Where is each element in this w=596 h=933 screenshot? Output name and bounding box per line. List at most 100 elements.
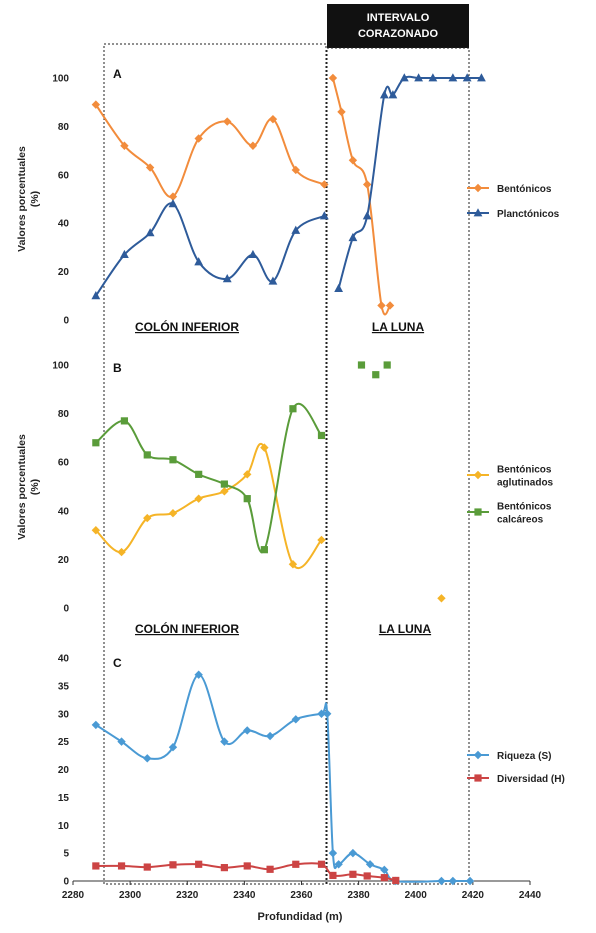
data-point-diversidad-h [363,872,371,880]
svg-text:(%): (%) [29,479,41,495]
y-tick-label-b: 60 [58,458,70,469]
panel-letter-a: A [113,67,122,81]
data-point-bentonicos-calcareos [169,456,177,464]
panel-letter-c: C [113,656,122,670]
y-tick-label-a: 60 [58,170,70,181]
data-point-riqueza-s [465,876,475,886]
data-point-bentonicos-calcareos [383,361,391,369]
data-point-riqueza-s [168,743,178,752]
legend-marker-riqueza-s [473,750,483,760]
y-tick-label-a: 0 [63,316,69,327]
data-point-planctonicos [379,90,389,99]
data-point-diversidad-h [349,870,357,878]
x-tick-label: 2360 [290,890,313,901]
data-point-diversidad-h [243,862,251,870]
svg-text:Valores porcentuales: Valores porcentuales [16,146,28,252]
legend-label-diversidad-h: Diversidad (H) [497,774,565,785]
data-point-riqueza-s [380,865,389,875]
data-point-bentonicos-calcareos [120,417,129,425]
x-tick-label: 2380 [348,890,371,901]
data-point-bentonicos-aglutinados [243,470,252,479]
data-point-bentonicos [337,107,346,117]
x-tick-label: 2420 [462,890,485,901]
y-tick-label-b: 100 [52,361,69,372]
data-point-bentonicos [291,165,300,175]
data-point-bentonicos [248,141,258,150]
data-point-planctonicos [291,225,301,234]
y-tick-label-c: 20 [58,765,70,776]
y-axis-title-b: Valores porcentuales (%) [16,434,41,540]
y-tick-label-c: 30 [58,709,70,720]
y-tick-label-b: 0 [63,604,69,615]
legend-label-riqueza-s: Riqueza (S) [497,751,551,762]
data-point-diversidad-h [317,860,326,868]
y-tick-label-c: 15 [58,793,70,804]
data-point-riqueza-s [437,876,446,886]
data-point-bentonicos [268,114,278,124]
data-point-planctonicos [388,90,398,99]
data-point-riqueza-s [91,720,101,730]
data-point-planctonicos [120,249,129,259]
data-point-planctonicos [399,73,409,82]
y-tick-label-b: 40 [58,506,70,517]
x-tick-label: 2340 [233,890,256,901]
panel-c: 0 5 10 15 20 25 30 35 40 [58,654,475,888]
data-point-planctonicos [248,249,258,259]
series-line-bentonicos [95,104,325,199]
colon-interval-box [103,43,327,885]
y-tick-label-c: 40 [58,654,70,665]
data-point-bentonicos-calcareos [260,546,268,554]
y-tick-label-b: 20 [58,555,70,566]
data-point-planctonicos [362,211,372,220]
panel-letter-b: B [113,361,122,375]
legend-label-bentonicos: Bentónicos [497,184,552,195]
data-point-bentonicos-aglutinados [260,443,269,452]
data-point-planctonicos [222,274,232,283]
header-box [327,4,469,48]
y-tick-label-c: 0 [63,877,69,888]
data-point-planctonicos [334,283,344,292]
data-point-riqueza-s [365,860,375,869]
data-point-bentonicos-aglutinados [220,487,229,496]
luna-interval-box [326,47,470,885]
series-line-planctonicos [95,202,325,297]
y-tick-label-c: 5 [63,849,69,860]
data-point-bentonicos-aglutinados [317,535,326,545]
data-point-bentonicos-calcareos [357,361,366,369]
legend-label-bentonicos-aglutinados: Bentónicos [497,465,552,476]
data-point-bentonicos [377,301,386,310]
data-point-riqueza-s [220,737,229,746]
data-point-riqueza-s [243,726,252,735]
y-tick-label-c: 10 [58,821,70,832]
data-point-bentonicos [348,156,358,165]
y-tick-label-a: 20 [58,267,70,278]
y-tick-label-a: 80 [58,122,70,133]
y-tick-label-a: 100 [52,74,69,85]
legend-label-bentonicos-calcareos: calcáreos [497,515,544,526]
legend-marker-planctonicos [473,208,483,217]
data-point-bentonicos [385,301,395,310]
data-point-planctonicos [319,211,329,220]
data-point-diversidad-h [266,865,274,873]
x-tick-label: 2400 [405,890,428,901]
data-point-bentonicos [223,117,232,126]
legend-marker-bentonicos [473,183,483,193]
legend-label-planctonicos: Planctónicos [497,209,560,220]
data-point-riqueza-s [117,737,126,746]
data-point-planctonicos [477,73,486,82]
x-tick-label: 2320 [176,890,199,901]
x-tick-label: 2440 [519,890,542,901]
y-tick-label-a: 40 [58,219,70,230]
panel-a: 0 20 40 60 80 100 [52,73,486,327]
y-tick-label-b: 80 [58,409,70,420]
data-point-bentonicos-calcareos [195,470,203,478]
data-point-bentonicos [120,141,129,150]
data-point-bentonicos-calcareos [92,439,100,447]
data-point-planctonicos [194,257,204,266]
data-point-bentonicos-aglutinados [117,547,126,557]
data-point-planctonicos [414,73,424,82]
data-point-riqueza-s [194,670,203,679]
panel-b: 0 20 40 60 80 100 [52,361,446,615]
data-point-bentonicos-calcareos [317,431,326,440]
